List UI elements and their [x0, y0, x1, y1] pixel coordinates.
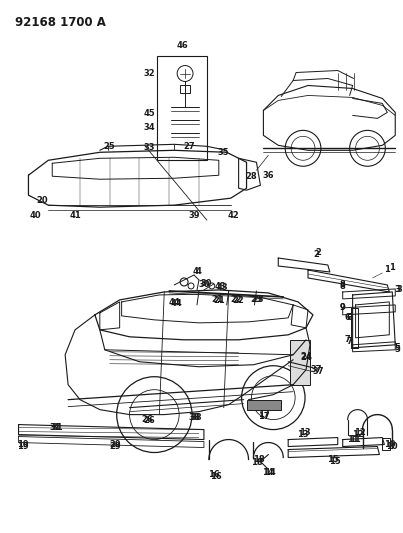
Text: 22: 22: [231, 295, 243, 304]
Text: 38: 38: [190, 413, 202, 422]
Bar: [247, 400, 281, 410]
Text: 15: 15: [327, 455, 339, 464]
Text: 23: 23: [253, 295, 264, 304]
Text: 10: 10: [384, 440, 396, 449]
Text: 37: 37: [312, 367, 324, 376]
Bar: [290, 340, 310, 385]
Text: 4: 4: [196, 268, 202, 277]
Text: 19: 19: [17, 442, 28, 451]
Text: 29: 29: [109, 442, 120, 451]
Text: 26: 26: [141, 415, 153, 424]
Text: 17: 17: [258, 412, 269, 421]
Text: 11: 11: [349, 435, 360, 444]
Bar: [157, 55, 207, 160]
Text: 43: 43: [215, 282, 226, 292]
Text: 25: 25: [104, 142, 116, 151]
Text: 14: 14: [262, 468, 274, 477]
Text: 35: 35: [218, 148, 230, 157]
Text: 19: 19: [17, 440, 28, 449]
Text: 31: 31: [50, 423, 61, 432]
Text: 18: 18: [253, 455, 264, 464]
Text: 2: 2: [313, 249, 319, 259]
Text: 6: 6: [345, 313, 351, 322]
Text: 44: 44: [168, 298, 180, 308]
Text: 1: 1: [384, 265, 390, 274]
Text: 10: 10: [386, 442, 398, 451]
Text: 37: 37: [310, 365, 322, 374]
Text: 8: 8: [340, 280, 346, 289]
Text: 43: 43: [217, 284, 229, 293]
Text: 33: 33: [143, 143, 155, 152]
Text: 39: 39: [188, 211, 200, 220]
Text: 3: 3: [396, 286, 402, 294]
Text: 14: 14: [264, 468, 276, 477]
Text: 32: 32: [143, 69, 155, 78]
Text: 4: 4: [193, 268, 199, 277]
Text: 20: 20: [37, 196, 48, 205]
Text: 5: 5: [394, 345, 400, 354]
Text: 18: 18: [251, 458, 262, 467]
Text: 17: 17: [258, 410, 269, 419]
Text: 1: 1: [389, 263, 395, 272]
Text: 28: 28: [246, 172, 258, 181]
Text: 7: 7: [345, 335, 351, 344]
Bar: [180, 85, 190, 93]
Text: 15: 15: [329, 457, 341, 466]
Bar: [382, 438, 390, 449]
Text: 5: 5: [394, 343, 400, 352]
Text: 42: 42: [228, 211, 239, 220]
Text: 8: 8: [340, 282, 346, 292]
Text: 30: 30: [200, 279, 212, 288]
Text: 2: 2: [315, 247, 321, 256]
Text: 22: 22: [233, 296, 245, 305]
Text: 13: 13: [297, 430, 309, 439]
Text: 44: 44: [170, 300, 182, 309]
Text: 29: 29: [109, 440, 120, 449]
Text: 11: 11: [347, 435, 359, 444]
Text: 45: 45: [143, 109, 155, 118]
Text: 16: 16: [208, 470, 220, 479]
Text: 26: 26: [143, 416, 155, 425]
Text: 41: 41: [69, 211, 81, 220]
Text: 27: 27: [183, 142, 195, 151]
Text: 46: 46: [176, 41, 188, 50]
Text: 12: 12: [354, 428, 366, 437]
Text: 38: 38: [188, 413, 200, 422]
Text: 31: 31: [52, 423, 63, 432]
Text: 92168 1700 A: 92168 1700 A: [15, 15, 106, 29]
Text: 3: 3: [395, 286, 400, 294]
Text: 7: 7: [347, 337, 353, 346]
Text: 6: 6: [347, 313, 353, 322]
Text: 21: 21: [213, 296, 224, 305]
Text: 9: 9: [340, 303, 346, 312]
Text: 23: 23: [251, 295, 262, 304]
Text: 21: 21: [211, 295, 223, 304]
Text: 13: 13: [299, 428, 311, 437]
Text: 36: 36: [262, 171, 274, 180]
Text: 24: 24: [300, 352, 312, 361]
Text: 9: 9: [340, 303, 346, 312]
Text: 16: 16: [210, 472, 222, 481]
Text: 30: 30: [198, 280, 210, 289]
Text: 24: 24: [300, 353, 312, 362]
Text: 34: 34: [143, 123, 155, 132]
Text: 12: 12: [352, 430, 364, 439]
Text: 40: 40: [29, 211, 41, 220]
